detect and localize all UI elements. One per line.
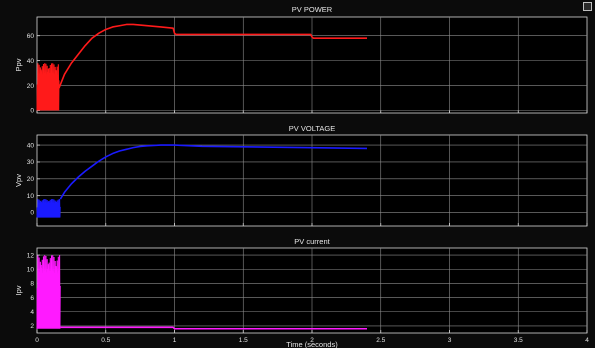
x-tick-label: 2.5 xyxy=(376,337,385,344)
y-tick-label: 30 xyxy=(27,159,35,166)
y-tick-label: 40 xyxy=(27,142,35,149)
y-tick-label: 0 xyxy=(30,210,34,217)
x-tick-label: 1.5 xyxy=(239,337,248,344)
series-line xyxy=(58,23,367,89)
chart-title: PV VOLTAGE xyxy=(289,124,335,133)
series-startup-oscillation xyxy=(36,199,61,218)
y-tick-label: 6 xyxy=(30,295,34,302)
y-axis-label: Vpv xyxy=(14,174,23,187)
chart-panel-1: 0 20 40 60 PV POWER Ppv xyxy=(14,5,588,115)
x-axis-label: Time (seconds) xyxy=(286,340,338,348)
x-tick-label: 2 xyxy=(310,337,314,344)
x-tick-label: 3.5 xyxy=(514,337,523,344)
y-tick-label: 10 xyxy=(27,193,35,200)
x-tick-label: 0 xyxy=(35,337,39,344)
y-tick-label: 0 xyxy=(30,108,34,115)
series-line xyxy=(60,326,367,330)
y-axis-label: Ppv xyxy=(14,58,23,71)
y-tick-label: 8 xyxy=(30,281,34,288)
scope-settings-icon[interactable] xyxy=(583,2,592,11)
x-tick-label: 4 xyxy=(585,337,589,344)
y-tick-label: 2 xyxy=(30,323,34,330)
x-tick-label: 0.5 xyxy=(101,337,110,344)
series-line xyxy=(59,144,368,200)
series-startup-oscillation xyxy=(36,63,60,111)
y-tick-label: 10 xyxy=(27,266,35,273)
chart-title: PV POWER xyxy=(292,5,333,14)
y-tick-label: 40 xyxy=(27,58,35,65)
chart-title: PV current xyxy=(294,237,330,246)
y-tick-label: 20 xyxy=(27,83,35,90)
y-tick-label: 60 xyxy=(27,33,35,40)
x-tick-label: 1 xyxy=(173,337,177,344)
y-axis-label: Ipv xyxy=(14,285,23,295)
chart-panel-3: 0 0.5 1 1.5 2 2.5 3 3.5 4 2 4 6 8 10 12 PV current Ipv Ti… xyxy=(14,237,589,348)
x-tick-label: 3 xyxy=(448,337,452,344)
y-tick-label: 4 xyxy=(30,309,34,316)
chart-panel-2: 0 10 20 30 40 PV VOLTAGE Vpv xyxy=(14,124,588,227)
y-tick-label: 20 xyxy=(27,176,35,183)
y-tick-label: 12 xyxy=(27,252,35,259)
series-startup-oscillation xyxy=(36,255,61,329)
